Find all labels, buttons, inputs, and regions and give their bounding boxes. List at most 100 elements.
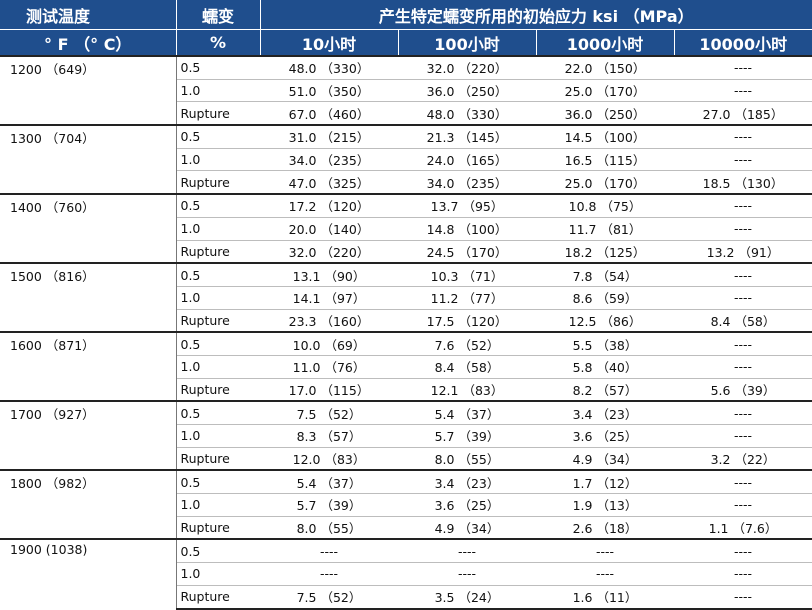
strain-cell: 1.0 xyxy=(175,424,260,448)
stress-value-cell: 10.0 （69） xyxy=(260,331,398,356)
table-row: 1.0 ---- ---- ---- ---- xyxy=(0,562,812,586)
stress-value-cell: 1.6 （11） xyxy=(536,584,674,610)
header-time-1000h: 1000小时 xyxy=(535,29,674,56)
strain-cell: Rupture xyxy=(175,101,260,126)
stress-value-cell: 47.0 （325） xyxy=(260,170,398,195)
stress-value-cell: ---- xyxy=(260,538,398,563)
stress-value-cell: 17.5 （120） xyxy=(398,308,536,333)
table-row: 1900 (1038) 0.5 ---- ---- ---- ---- xyxy=(0,538,812,609)
stress-value-cell: 1.9 （13） xyxy=(536,493,674,517)
stress-value-cell: 4.9 （34） xyxy=(398,515,536,540)
stress-value-cell: 8.4 （58） xyxy=(398,354,536,379)
stress-value-cell: 13.2 （91） xyxy=(674,239,812,264)
stress-value-cell: 8.0 （55） xyxy=(260,515,398,540)
strain-cell: Rupture xyxy=(175,515,260,540)
temperature-cell: 1300 （704） xyxy=(0,124,176,195)
header-temp-unit: ° F （° C） xyxy=(0,29,176,56)
header-temp-label: 测试温度 xyxy=(0,0,176,30)
stress-value-cell: 10.3 （71） xyxy=(398,262,536,287)
stress-value-cell: 5.6 （39） xyxy=(674,377,812,402)
strain-cell: Rupture xyxy=(175,377,260,402)
stress-value-cell: 24.5 （170） xyxy=(398,239,536,264)
table-row: 1300 （704） 0.5 31.0 （215） 21.3 （145） 14.5 （1… xyxy=(0,124,812,195)
stress-value-cell: 2.6 （18） xyxy=(536,515,674,540)
stress-value-cell: ---- xyxy=(674,469,812,494)
stress-value-cell: ---- xyxy=(674,78,812,102)
stress-value-cell: 3.6 （25） xyxy=(536,424,674,448)
stress-value-cell: 3.4 （23） xyxy=(398,469,536,494)
strain-cell: Rupture xyxy=(175,446,260,471)
stress-value-cell: 32.0 （220） xyxy=(260,239,398,264)
stress-value-cell: 3.6 （25） xyxy=(398,493,536,517)
stress-value-cell: 27.0 （185） xyxy=(674,101,812,126)
stress-value-cell: ---- xyxy=(674,424,812,448)
stress-value-cell: 11.0 （76） xyxy=(260,354,398,379)
stress-value-cell: 17.0 （115） xyxy=(260,377,398,402)
strain-cell: Rupture xyxy=(175,170,260,195)
table-header: 测试温度 蠕变 产生特定蠕变所用的初始应力 ksi （MPa） ° F （° C… xyxy=(0,0,812,56)
table-row: 1200 （649） 0.5 48.0 （330） 32.0 （220） 22.0 （1… xyxy=(0,54,812,126)
stress-value-cell: 4.9 （34） xyxy=(536,446,674,471)
table-row: 1.0 34.0 （235） 24.0 （165） 16.5 （115） ---- xyxy=(0,147,812,171)
stress-value-cell: 18.5 （130） xyxy=(674,170,812,195)
stress-value-cell: 8.0 （55） xyxy=(398,446,536,471)
table-row: 1700 （927） 0.5 7.5 （52） 5.4 （37） 3.4 （23） ---… xyxy=(0,400,812,471)
strain-cell: 1.0 xyxy=(175,493,260,517)
stress-value-cell: 36.0 （250） xyxy=(398,78,536,102)
temperature-cell: 1900 (1038) xyxy=(0,538,176,609)
strain-cell: 1.0 xyxy=(175,354,260,379)
strain-cell: 1.0 xyxy=(175,285,260,310)
stress-value-cell: ---- xyxy=(674,216,812,240)
stress-value-cell: 8.6 （59） xyxy=(536,285,674,310)
header-stress-label: 产生特定蠕变所用的初始应力 ksi （MPa） xyxy=(259,0,812,30)
stress-value-cell: ---- xyxy=(674,54,812,80)
table-row: Rupture 17.0 （115） 12.1 （83） 8.2 （57） 5.6 （3… xyxy=(0,377,812,402)
stress-value-cell: 3.2 （22） xyxy=(674,446,812,471)
table-row: Rupture 12.0 （83） 8.0 （55） 4.9 （34） 3.2 （22） xyxy=(0,446,812,471)
table-row: 1800 （982） 0.5 5.4 （37） 3.4 （23） 1.7 （12） ---… xyxy=(0,469,812,540)
stress-value-cell: 11.2 （77） xyxy=(398,285,536,310)
table-row: 1.0 5.7 （39） 3.6 （25） 1.9 （13） ---- xyxy=(0,493,812,517)
stress-value-cell: ---- xyxy=(674,493,812,517)
stress-value-cell: 32.0 （220） xyxy=(398,54,536,80)
stress-value-cell: 10.8 （75） xyxy=(536,193,674,218)
strain-cell: 0.5 xyxy=(175,538,260,563)
table-row: 1.0 14.1 （97） 11.2 （77） 8.6 （59） ---- xyxy=(0,285,812,310)
stress-value-cell: 1.1 （7.6） xyxy=(674,515,812,540)
stress-value-cell: 14.5 （100） xyxy=(536,124,674,149)
stress-value-cell: ---- xyxy=(674,538,812,563)
stress-value-cell: ---- xyxy=(674,147,812,171)
header-strain-unit: % xyxy=(175,29,260,56)
table-row: Rupture 32.0 （220） 24.5 （170） 18.2 （125） 13.… xyxy=(0,239,812,264)
stress-value-cell: 5.7 （39） xyxy=(398,424,536,448)
stress-value-cell: 31.0 （215） xyxy=(260,124,398,149)
stress-value-cell: ---- xyxy=(674,285,812,310)
strain-cell: 0.5 xyxy=(175,400,260,425)
stress-value-cell: ---- xyxy=(536,562,674,586)
table-row: 1.0 20.0 （140） 14.8 （100） 11.7 （81） ---- xyxy=(0,216,812,240)
stress-value-cell: 7.5 （52） xyxy=(260,400,398,425)
header-time-10000h: 10000小时 xyxy=(673,29,812,56)
stress-value-cell: 18.2 （125） xyxy=(536,239,674,264)
table-row: Rupture 47.0 （325） 34.0 （235） 25.0 （170） 18.… xyxy=(0,170,812,195)
strain-cell: 1.0 xyxy=(175,562,260,586)
stress-value-cell: ---- xyxy=(674,331,812,356)
stress-value-cell: 34.0 （235） xyxy=(260,147,398,171)
stress-value-cell: 23.3 （160） xyxy=(260,308,398,333)
strain-cell: 0.5 xyxy=(175,262,260,287)
strain-cell: 1.0 xyxy=(175,216,260,240)
stress-value-cell: 13.7 （95） xyxy=(398,193,536,218)
strain-cell: Rupture xyxy=(175,239,260,264)
table-row: 1500 （816） 0.5 13.1 （90） 10.3 （71） 7.8 （54） -… xyxy=(0,262,812,333)
stress-value-cell: 36.0 （250） xyxy=(536,101,674,126)
stress-value-cell: 5.4 （37） xyxy=(398,400,536,425)
stress-value-cell: 25.0 （170） xyxy=(536,170,674,195)
stress-value-cell: 48.0 （330） xyxy=(398,101,536,126)
table-row: Rupture 8.0 （55） 4.9 （34） 2.6 （18） 1.1 （7.6） xyxy=(0,515,812,540)
stress-value-cell: 8.2 （57） xyxy=(536,377,674,402)
stress-value-cell: 21.3 （145） xyxy=(398,124,536,149)
strain-cell: 0.5 xyxy=(175,331,260,356)
table-row: 1.0 8.3 （57） 5.7 （39） 3.6 （25） ---- xyxy=(0,424,812,448)
stress-value-cell: 3.4 （23） xyxy=(536,400,674,425)
stress-value-cell: 67.0 （460） xyxy=(260,101,398,126)
